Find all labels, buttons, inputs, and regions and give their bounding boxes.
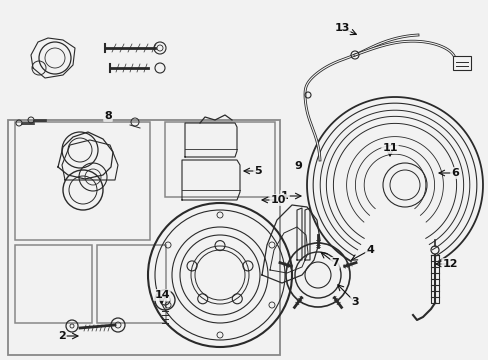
Text: 5: 5 [254, 166, 261, 176]
Bar [97, 245, 165, 323]
Bar [452, 56, 470, 70]
Text: 6: 6 [450, 168, 458, 178]
Bar [15, 122, 150, 240]
Text: 13: 13 [334, 23, 349, 33]
Text: 4: 4 [366, 245, 373, 255]
Text: 3: 3 [350, 297, 358, 307]
Text: 8: 8 [104, 111, 112, 121]
Text: 12: 12 [441, 259, 457, 269]
Text: 14: 14 [154, 290, 169, 300]
Text: 11: 11 [382, 143, 397, 153]
Text: 9: 9 [293, 161, 301, 171]
Text: 10: 10 [270, 195, 285, 205]
Text: 1: 1 [281, 191, 288, 201]
Bar [8, 120, 280, 355]
Bar [164, 122, 274, 197]
Text: 2: 2 [58, 331, 66, 341]
Text: 7: 7 [330, 258, 338, 268]
Bar [15, 245, 92, 323]
